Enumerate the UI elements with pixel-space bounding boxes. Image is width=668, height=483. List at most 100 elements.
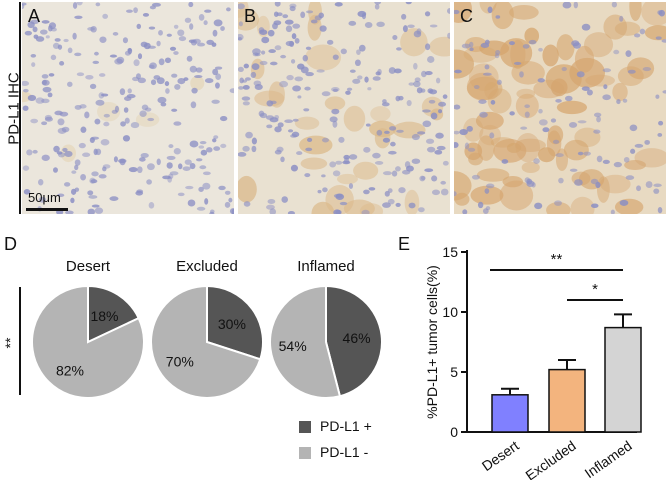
cell-nucleus: [259, 112, 268, 119]
cell-nucleus: [550, 118, 557, 123]
cell-nucleus: [284, 19, 294, 25]
cell-nucleus: [47, 92, 53, 98]
significance-label: **: [551, 251, 563, 268]
cell-nucleus: [50, 54, 57, 61]
cell-nucleus: [219, 116, 228, 122]
stain-region: [538, 147, 556, 163]
cell-nucleus: [279, 80, 289, 88]
cell-nucleus: [224, 201, 231, 208]
cell-nucleus: [577, 120, 587, 124]
cell-nucleus: [189, 65, 197, 73]
cell-nucleus: [340, 48, 347, 55]
pie-label-pdl1-neg: 82%: [56, 362, 84, 378]
cell-nucleus: [329, 116, 338, 123]
cell-nucleus: [30, 118, 39, 124]
cell-nucleus: [89, 137, 95, 143]
cell-nucleus: [136, 189, 144, 194]
cell-nucleus: [243, 201, 251, 207]
cell-nucleus: [482, 208, 489, 214]
stain-region: [336, 173, 358, 185]
cell-nucleus: [590, 178, 599, 185]
stain-region: [392, 121, 426, 139]
cell-nucleus: [405, 2, 412, 5]
cell-nucleus: [274, 2, 281, 7]
cell-nucleus: [485, 183, 495, 189]
cell-nucleus: [266, 124, 273, 129]
cell-nucleus: [374, 3, 380, 10]
stain-region: [570, 196, 595, 214]
cell-nucleus: [214, 66, 223, 70]
cell-nucleus: [622, 98, 628, 103]
cell-nucleus: [542, 127, 550, 133]
cell-nucleus: [199, 165, 207, 170]
cell-nucleus: [169, 46, 177, 51]
stain-region: [468, 63, 499, 91]
cell-nucleus: [429, 24, 438, 28]
cell-nucleus: [174, 84, 181, 90]
pie-label-pdl1-neg: 54%: [279, 338, 307, 354]
cell-nucleus: [306, 10, 314, 14]
cell-nucleus: [317, 189, 322, 194]
cell-nucleus: [94, 207, 104, 214]
ihc-panel-c: [454, 2, 666, 214]
cell-nucleus: [321, 174, 326, 178]
y-axis-label: %PD-L1+ tumor cells(%): [424, 265, 440, 419]
cell-nucleus: [218, 185, 226, 191]
cell-nucleus: [627, 69, 636, 74]
cell-nucleus: [538, 108, 543, 114]
cell-nucleus: [603, 84, 608, 90]
stain-region: [617, 66, 644, 87]
cell-nucleus: [41, 79, 50, 86]
cell-nucleus: [74, 52, 82, 57]
cell-nucleus: [210, 209, 215, 214]
cell-nucleus: [363, 189, 370, 195]
cell-nucleus: [140, 153, 149, 159]
cell-nucleus: [147, 117, 155, 122]
cell-nucleus: [497, 79, 502, 85]
cell-nucleus: [177, 192, 185, 197]
pie-label-pdl1-pos: 18%: [90, 308, 118, 324]
scale-bar-label: 50μm: [28, 190, 61, 205]
cell-nucleus: [168, 173, 174, 180]
cell-nucleus: [345, 90, 351, 95]
cell-nucleus: [365, 123, 371, 127]
cell-nucleus: [177, 163, 183, 170]
cell-nucleus: [335, 209, 342, 214]
cell-nucleus: [661, 39, 666, 43]
stain-region: [641, 2, 666, 26]
cell-nucleus: [454, 142, 459, 149]
cell-nucleus: [526, 178, 533, 185]
pie-slice-pdl1-pos: [87, 284, 141, 344]
stain-region: [429, 36, 450, 57]
cell-nucleus: [204, 9, 212, 13]
stain-region: [546, 201, 571, 214]
cell-nucleus: [461, 43, 471, 49]
cell-nucleus: [100, 93, 109, 97]
cell-nucleus: [74, 187, 80, 192]
cell-nucleus: [94, 118, 101, 125]
cell-nucleus: [139, 110, 147, 117]
cell-nucleus: [533, 158, 540, 164]
cell-nucleus: [282, 14, 289, 19]
cell-nucleus: [238, 21, 243, 27]
cell-nucleus: [41, 74, 49, 79]
cell-nucleus: [196, 206, 206, 211]
cell-nucleus: [64, 150, 73, 157]
cell-nucleus: [212, 68, 219, 76]
cell-nucleus: [424, 43, 431, 51]
cell-nucleus: [454, 104, 461, 110]
cell-nucleus: [305, 147, 313, 152]
cell-nucleus: [135, 73, 141, 80]
cell-nucleus: [245, 131, 253, 139]
cell-nucleus: [303, 108, 310, 112]
cell-nucleus: [292, 23, 301, 29]
cell-nucleus: [173, 51, 179, 56]
cell-nucleus: [501, 159, 509, 164]
cell-nucleus: [558, 177, 564, 184]
cell-nucleus: [294, 76, 304, 82]
cell-nucleus: [361, 12, 367, 20]
cell-nucleus: [466, 125, 473, 132]
cell-nucleus: [238, 86, 244, 90]
stain-region: [294, 116, 320, 130]
cell-nucleus: [48, 22, 57, 30]
